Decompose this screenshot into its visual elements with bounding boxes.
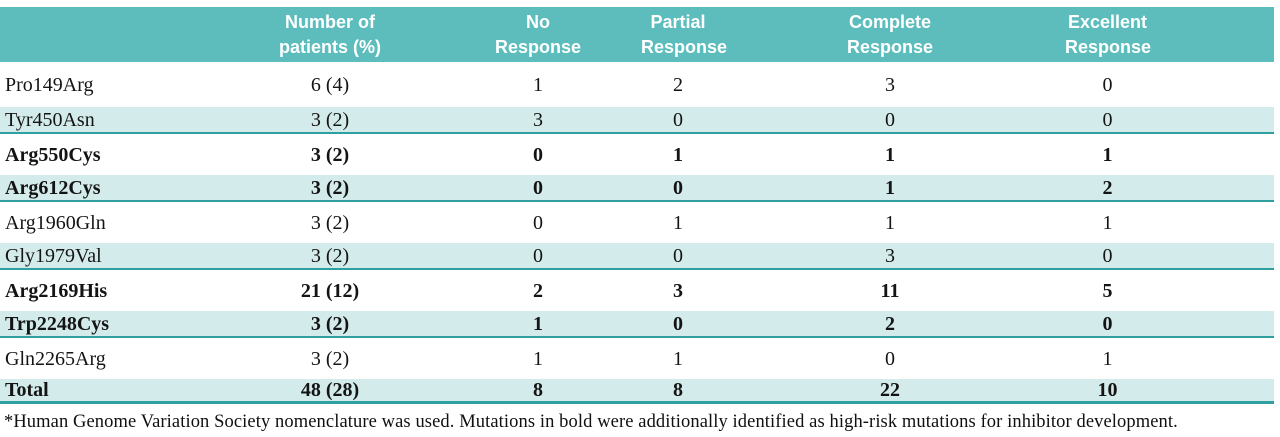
partial-response-cell: 0 [673,176,683,199]
excellent-response-cell: 0 [1102,73,1113,96]
complete-response-cell: 11 [880,279,900,302]
patients-count-cell: 21 (12) [300,279,360,302]
complete-response-cell: 3 [885,244,895,267]
table-footnote: *Human Genome Variation Society nomencla… [4,412,1178,432]
no-response-cell: 0 [533,176,543,199]
mutation-label-cell: Tyr450Asn [5,108,95,131]
complete-response-cell: 0 [885,347,895,370]
no-response-cell: 0 [533,211,543,234]
mutation-label-cell: Arg1960Gln [5,211,106,234]
no-response-cell: 2 [533,279,543,302]
table-row: Arg612Cys 3 (2) 0 0 1 2 [0,175,1274,202]
header-line: Partial [650,11,706,32]
patients-count-cell: 3 (2) [310,211,350,234]
table-row: Gln2265Arg 3 (2) 1 1 0 1 [0,338,1274,379]
partial-response-cell: 2 [673,73,683,96]
excellent-response-column-header: Excellent Response [1065,10,1274,60]
patients-column-header: Number of patients (%) [225,10,435,60]
complete-response-cell: 0 [885,108,895,131]
table-header-row: Number of patients (%) No Response Partial Re… [0,7,1274,62]
mutation-label-cell: Arg2169His [5,279,108,302]
patients-count-cell: 3 (2) [310,108,350,131]
excellent-response-cell: 10 [1097,379,1118,401]
no-response-cell: 1 [533,312,543,335]
mutation-label-cell: Total [5,379,49,401]
complete-response-cell: 1 [885,211,895,234]
mutation-label-cell: Pro149Arg [5,73,94,96]
no-response-cell: 3 [533,108,543,131]
mutation-label-cell: Gln2265Arg [5,347,106,370]
complete-response-cell: 2 [885,312,895,335]
table-row: Arg1960Gln 3 (2) 0 1 1 1 [0,202,1274,243]
header-line: No [526,11,550,32]
no-response-cell: 1 [533,73,543,96]
excellent-response-cell: 2 [1102,176,1113,199]
patients-count-cell: 3 (2) [310,143,350,166]
partial-response-column-header: Partial Response [641,10,728,60]
excellent-response-cell: 1 [1102,211,1113,234]
patients-count-cell: 3 (2) [310,312,350,335]
table-row: Gly1979Val 3 (2) 0 0 3 0 [0,243,1274,270]
patients-count-cell: 48 (28) [300,379,360,401]
table-row: Arg2169His 21 (12) 2 3 11 5 [0,270,1274,311]
patients-count-cell: 6 (4) [310,73,350,96]
partial-response-cell: 3 [673,279,683,302]
mutation-label-cell: Arg550Cys [5,143,101,166]
header-line: Excellent [1067,11,1148,32]
header-line: Complete [848,11,931,32]
partial-response-cell: 0 [673,244,683,267]
header-line: Response [641,36,728,57]
header-line: Number of [285,11,375,32]
mutation-label-cell: Gly1979Val [5,244,102,267]
partial-response-cell: 0 [673,312,683,335]
excellent-response-cell: 0 [1102,244,1113,267]
partial-response-cell: 1 [673,143,683,166]
complete-response-column-header: Complete Response [715,10,1065,60]
patients-count-cell: 3 (2) [310,347,350,370]
table-body: Pro149Arg 6 (4) 1 2 3 0 Tyr450Asn 3 (2) 3 0 0 0 Arg5… [0,62,1280,404]
no-response-cell: 1 [533,347,543,370]
excellent-response-cell: 1 [1102,143,1113,166]
complete-response-cell: 22 [880,379,900,401]
mutation-label-cell: Trp2248Cys [5,312,110,335]
table-row: Trp2248Cys 3 (2) 1 0 2 0 [0,311,1274,338]
partial-response-cell: 1 [673,211,683,234]
header-line: Response [1065,36,1152,57]
table-row: Pro149Arg 6 (4) 1 2 3 0 [0,62,1274,107]
total-row: Total 48 (28) 8 8 22 10 [0,379,1274,404]
no-response-cell: 8 [533,379,543,401]
table-row: Arg550Cys 3 (2) 0 1 1 1 [0,134,1274,175]
excellent-response-cell: 5 [1102,279,1113,302]
header-line: Response [846,36,934,57]
no-response-cell: 0 [533,244,543,267]
no-response-cell: 0 [533,143,543,166]
excellent-response-cell: 0 [1102,312,1113,335]
complete-response-cell: 3 [885,73,895,96]
partial-response-cell: 1 [673,347,683,370]
table-row: Tyr450Asn 3 (2) 3 0 0 0 [0,107,1274,134]
patients-count-cell: 3 (2) [310,244,350,267]
header-line: Response [494,36,582,57]
partial-response-cell: 8 [673,379,683,401]
partial-response-cell: 0 [673,108,683,131]
complete-response-cell: 1 [885,143,895,166]
no-response-column-header: No Response [435,10,641,60]
excellent-response-cell: 0 [1102,108,1113,131]
mutation-label-cell: Arg612Cys [5,176,101,199]
complete-response-cell: 1 [885,176,895,199]
header-line: patients (%) [278,36,381,57]
patients-count-cell: 3 (2) [310,176,350,199]
excellent-response-cell: 1 [1102,347,1113,370]
